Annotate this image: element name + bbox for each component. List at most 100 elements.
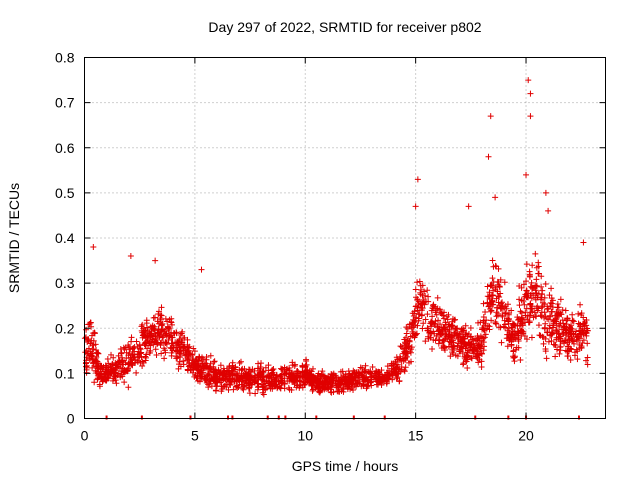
data-point (542, 320, 549, 327)
data-point (414, 297, 421, 304)
data-point (168, 329, 175, 336)
data-point (143, 317, 150, 324)
data-point (136, 345, 143, 352)
data-point (255, 383, 262, 390)
data-point (482, 331, 489, 338)
data-point (518, 315, 525, 322)
data-point (488, 307, 495, 314)
data-point (89, 350, 96, 357)
data-point (516, 282, 523, 289)
data-point (429, 345, 436, 352)
data-point (445, 343, 452, 350)
data-point (109, 368, 116, 375)
data-point (494, 304, 501, 311)
data-point (302, 381, 309, 388)
data-point (367, 368, 374, 375)
data-point (535, 322, 542, 329)
data-point (475, 359, 482, 366)
data-point (450, 339, 457, 346)
data-point (260, 374, 267, 381)
data-point (562, 327, 569, 334)
data-point (557, 310, 564, 317)
axis-ticks: 0 0.1 0.2 0.3 0.4 0.5 0.6 0.7 0.8 0 5 10 15 20 (55, 50, 606, 444)
y-tick-label: 0.5 (55, 185, 75, 201)
data-point (111, 369, 118, 376)
data-point (546, 292, 553, 299)
data-point (544, 315, 551, 322)
data-point (186, 362, 193, 369)
data-point (105, 368, 112, 375)
data-point (528, 306, 535, 313)
data-point (309, 382, 316, 389)
data-point (234, 373, 241, 380)
data-point (246, 390, 253, 397)
data-point (212, 387, 219, 394)
data-point (433, 311, 440, 318)
data-point (527, 113, 534, 120)
data-point (472, 335, 479, 342)
data-point (428, 319, 435, 326)
data-point (506, 330, 513, 336)
data-point (486, 326, 493, 333)
data-point (533, 304, 540, 311)
data-point (200, 369, 207, 376)
x-tick-label: 0 (81, 428, 89, 444)
data-point (499, 299, 506, 306)
data-point (242, 382, 249, 389)
data-point (494, 278, 501, 285)
data-point (223, 367, 230, 374)
data-point (579, 327, 586, 334)
data-point (564, 353, 571, 360)
data-point (161, 355, 168, 362)
data-point (480, 335, 487, 342)
data-point (532, 282, 539, 289)
data-point (87, 340, 94, 347)
data-point (274, 384, 281, 391)
data-point (305, 379, 312, 386)
data-point (542, 189, 549, 196)
data-point (412, 303, 419, 310)
data-point (485, 322, 492, 329)
data-point (548, 338, 555, 345)
data-point (240, 386, 247, 393)
x-tick-label: 5 (191, 428, 199, 444)
data-point (548, 331, 555, 338)
data-point (260, 369, 267, 376)
data-point (89, 364, 96, 371)
data-point (508, 341, 515, 348)
data-point (458, 326, 465, 333)
data-point (435, 327, 442, 334)
data-point (351, 382, 358, 389)
data-point (465, 339, 472, 346)
data-point (413, 314, 420, 321)
data-point (557, 333, 564, 340)
data-point (179, 328, 186, 335)
data-point (496, 283, 503, 290)
data-point (421, 288, 428, 295)
data-point (258, 360, 265, 367)
data-point (530, 314, 537, 321)
data-point (199, 360, 206, 367)
data-point (440, 342, 447, 349)
data-point (339, 368, 346, 375)
data-point (513, 344, 520, 351)
data-point (467, 334, 474, 341)
data-point (140, 332, 147, 339)
data-point (91, 379, 98, 386)
data-point (533, 313, 540, 320)
data-point (190, 345, 197, 352)
data-point (488, 317, 495, 324)
data-point (297, 381, 304, 388)
data-point (154, 329, 161, 336)
data-point (578, 343, 585, 350)
data-point (494, 288, 501, 295)
data-point (123, 349, 130, 356)
data-point (518, 297, 525, 304)
data-point (129, 360, 136, 367)
data-point (162, 315, 169, 322)
data-point (439, 312, 446, 319)
data-point (160, 345, 167, 352)
data-point (203, 372, 210, 379)
data-point (299, 369, 306, 376)
data-point (149, 322, 156, 329)
